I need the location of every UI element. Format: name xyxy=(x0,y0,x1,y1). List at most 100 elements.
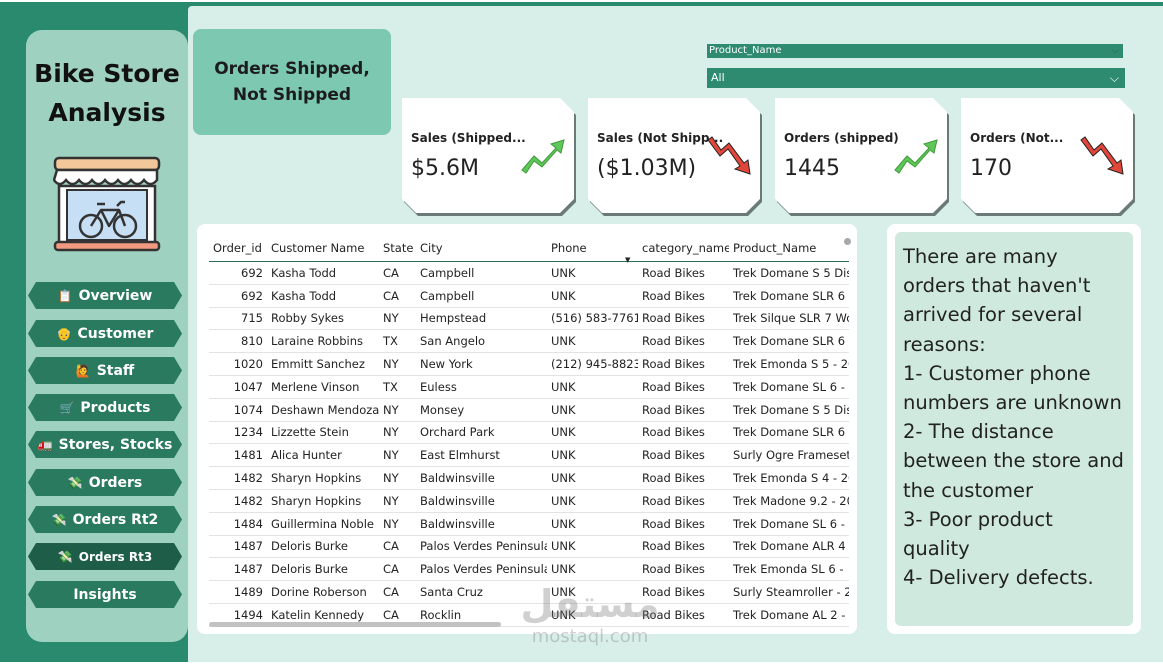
nav-button-overview[interactable]: 📋 Overview xyxy=(28,282,182,309)
collapse-chevron-icon[interactable]: ⌵ xyxy=(1112,46,1119,56)
column-header[interactable]: Customer Name xyxy=(271,240,365,255)
column-header[interactable]: City xyxy=(420,240,443,255)
nav-button-label: Overview xyxy=(78,287,153,304)
table-cell: Trek Domane ALR 4 Disc xyxy=(733,539,849,554)
kpi-value: 1445 xyxy=(784,156,840,181)
table-row[interactable]: 1020 Emmitt Sanchez NY New York (212) 945-88… xyxy=(209,353,849,376)
kpi-card: Sales (Shipped... $5.6M xyxy=(402,98,574,213)
table-cell: NY xyxy=(383,448,399,463)
table-cell: CA xyxy=(383,562,399,577)
column-header[interactable]: Phone xyxy=(551,240,587,255)
slicer-field-label: Product_Name ⌵ xyxy=(707,44,1123,58)
table-cell: East Elmhurst xyxy=(420,448,500,463)
product-name-slicer[interactable]: Product_Name ⌵ All ⌵ xyxy=(707,44,1125,88)
table-cell: CA xyxy=(383,288,399,303)
table-cell: 1487 xyxy=(233,539,263,554)
table-cell: Rocklin xyxy=(420,607,462,622)
table-row[interactable]: 1481 Alica Hunter NY East Elmhurst UNK Road B… xyxy=(209,444,849,468)
column-header[interactable]: State xyxy=(383,240,414,255)
table-cell: NY xyxy=(383,493,399,508)
insight-line: 3- Poor product quality xyxy=(903,507,1053,561)
table-cell: Road Bikes xyxy=(642,471,705,486)
column-header[interactable]: Order_id xyxy=(213,240,262,255)
nav-button-orders-rt3[interactable]: 💸 Orders Rt3 xyxy=(28,543,182,570)
table-cell: 1482 xyxy=(233,493,263,508)
table-row[interactable]: 1482 Sharyn Hopkins NY Baldwinsville UNK Road… xyxy=(209,467,849,490)
horizontal-scrollbar[interactable] xyxy=(209,622,501,627)
insight-line: 2- The distance between the store and th… xyxy=(903,420,1124,502)
trend-up-icon xyxy=(893,136,939,176)
table-row[interactable]: 1487 Deloris Burke CA Palos Verdes Peninsul… xyxy=(209,536,849,559)
nav-button-insights[interactable]: Insights xyxy=(28,581,182,608)
nav-button-label: Orders Rt2 xyxy=(72,511,159,528)
table-cell: 1074 xyxy=(233,402,263,417)
nav-button-label: Stores, Stocks xyxy=(58,436,173,453)
table-cell: Sharyn Hopkins xyxy=(271,471,362,486)
table-cell: NY xyxy=(383,425,399,440)
table-row[interactable]: 1484 Guillermina Noble NY Baldwinsville UNK R… xyxy=(209,513,849,536)
money-icon: 💸 xyxy=(51,512,67,527)
table-cell: Robby Sykes xyxy=(271,311,344,326)
nav-button-staff[interactable]: 🙋 Staff xyxy=(28,357,182,384)
nav-button-orders-rt2[interactable]: 💸 Orders Rt2 xyxy=(28,506,182,533)
table-cell: UNK xyxy=(551,288,576,303)
kpi-value: $5.6M xyxy=(411,156,479,181)
table-cell: Trek Domane AL 2 - 2017 xyxy=(733,607,849,622)
table-row[interactable]: 1234 Lizzette Stein NY Orchard Park UNK Road … xyxy=(209,422,849,445)
app-title: Bike Store Analysis xyxy=(34,59,180,127)
column-header[interactable]: Product_Name xyxy=(733,240,817,255)
table-cell: Road Bikes xyxy=(642,288,705,303)
table-cell: Hempstead xyxy=(420,311,487,326)
table-cell: Road Bikes xyxy=(642,425,705,440)
table-cell: (516) 583-7761 xyxy=(551,311,638,326)
table-cell: Surly Ogre Frameset xyxy=(733,448,849,463)
nav-button-label: Products xyxy=(80,399,151,416)
column-header[interactable]: category_name xyxy=(642,240,729,255)
table-cell: NY xyxy=(383,402,399,417)
kpi-card: Orders (shipped) 1445 xyxy=(775,98,947,213)
nav-button-customer[interactable]: 👴 Customer xyxy=(28,320,182,347)
insight-line: There are many orders that haven't arriv… xyxy=(903,245,1091,356)
table-cell: Lizzette Stein xyxy=(271,425,349,440)
table-row[interactable]: 715 Robby Sykes NY Hempstead (516) 583-7761 R… xyxy=(209,308,849,331)
table-cell: Kasha Todd xyxy=(271,265,337,280)
nav-button-stores-stocks[interactable]: 🚛 Stores, Stocks xyxy=(28,431,182,458)
table-row[interactable]: 1487 Deloris Burke CA Palos Verdes Peninsul… xyxy=(209,558,849,582)
nav-button-orders[interactable]: 💸 Orders xyxy=(28,469,182,496)
table-row[interactable]: 692 Kasha Todd CA Campbell UNK Road Bikes Trek… xyxy=(209,262,849,285)
table-cell: UNK xyxy=(551,493,576,508)
table-cell: 1487 xyxy=(233,562,263,577)
table-cell: Kasha Todd xyxy=(271,288,337,303)
table-row[interactable]: 1482 Sharyn Hopkins NY Baldwinsville UNK Road… xyxy=(209,490,849,513)
table-row[interactable]: 810 Laraine Robbins TX San Angelo UNK Road Bi… xyxy=(209,330,849,354)
table-cell: 1494 xyxy=(233,607,263,622)
nav-button-label: Orders xyxy=(88,474,143,491)
main-panel: Orders Shipped, Not Shipped Product_Name… xyxy=(188,6,1163,662)
table-cell: Road Bikes xyxy=(642,448,705,463)
slicer-dropdown[interactable]: All ⌵ xyxy=(707,68,1125,88)
table-cell: Road Bikes xyxy=(642,265,705,280)
table-cell: Trek Emonda S 5 - 2017 xyxy=(733,357,849,372)
table-cell: UNK xyxy=(551,585,576,600)
table-cell: 692 xyxy=(241,288,263,303)
table-row[interactable]: 1074 Deshawn Mendoza NY Monsey UNK Road Bikes… xyxy=(209,399,849,422)
table-cell: Road Bikes xyxy=(642,562,705,577)
table-cell: CA xyxy=(383,607,399,622)
table-cell: Trek Emonda S 4 - 2017 xyxy=(733,471,849,486)
table-row[interactable]: 692 Kasha Todd CA Campbell UNK Road Bikes Trek… xyxy=(209,285,849,308)
money-icon: 💸 xyxy=(67,475,83,490)
table-row[interactable]: 1047 Merlene Vinson TX Euless UNK Road Bikes T… xyxy=(209,376,849,399)
table-row[interactable]: 1489 Dorine Roberson CA Santa Cruz UNK Road B… xyxy=(209,581,849,604)
table-cell: Campbell xyxy=(420,288,475,303)
table-row[interactable]: 1494 Katelin Kennedy CA Rocklin UNK Road Bike… xyxy=(209,604,849,627)
table-cell: Road Bikes xyxy=(642,607,705,622)
vertical-scrollbar[interactable] xyxy=(844,238,851,245)
table-cell: 1234 xyxy=(233,425,263,440)
table-cell: Road Bikes xyxy=(642,516,705,531)
nav-button-products[interactable]: 🛒 Products xyxy=(28,394,182,421)
chevron-down-icon[interactable]: ⌵ xyxy=(1109,71,1119,85)
table-cell: Deshawn Mendoza xyxy=(271,402,379,417)
sort-desc-icon[interactable]: ▼ xyxy=(625,256,631,264)
table-cell: TX xyxy=(383,379,398,394)
